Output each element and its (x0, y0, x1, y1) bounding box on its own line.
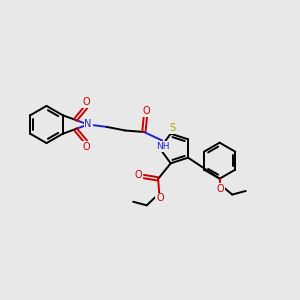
Text: N: N (84, 119, 92, 129)
Text: O: O (82, 97, 90, 107)
Text: O: O (82, 142, 90, 152)
Text: O: O (142, 106, 150, 116)
Text: NH: NH (156, 142, 169, 151)
Text: O: O (156, 194, 164, 203)
Text: S: S (169, 123, 175, 133)
Text: O: O (134, 170, 142, 180)
Text: O: O (216, 184, 224, 194)
